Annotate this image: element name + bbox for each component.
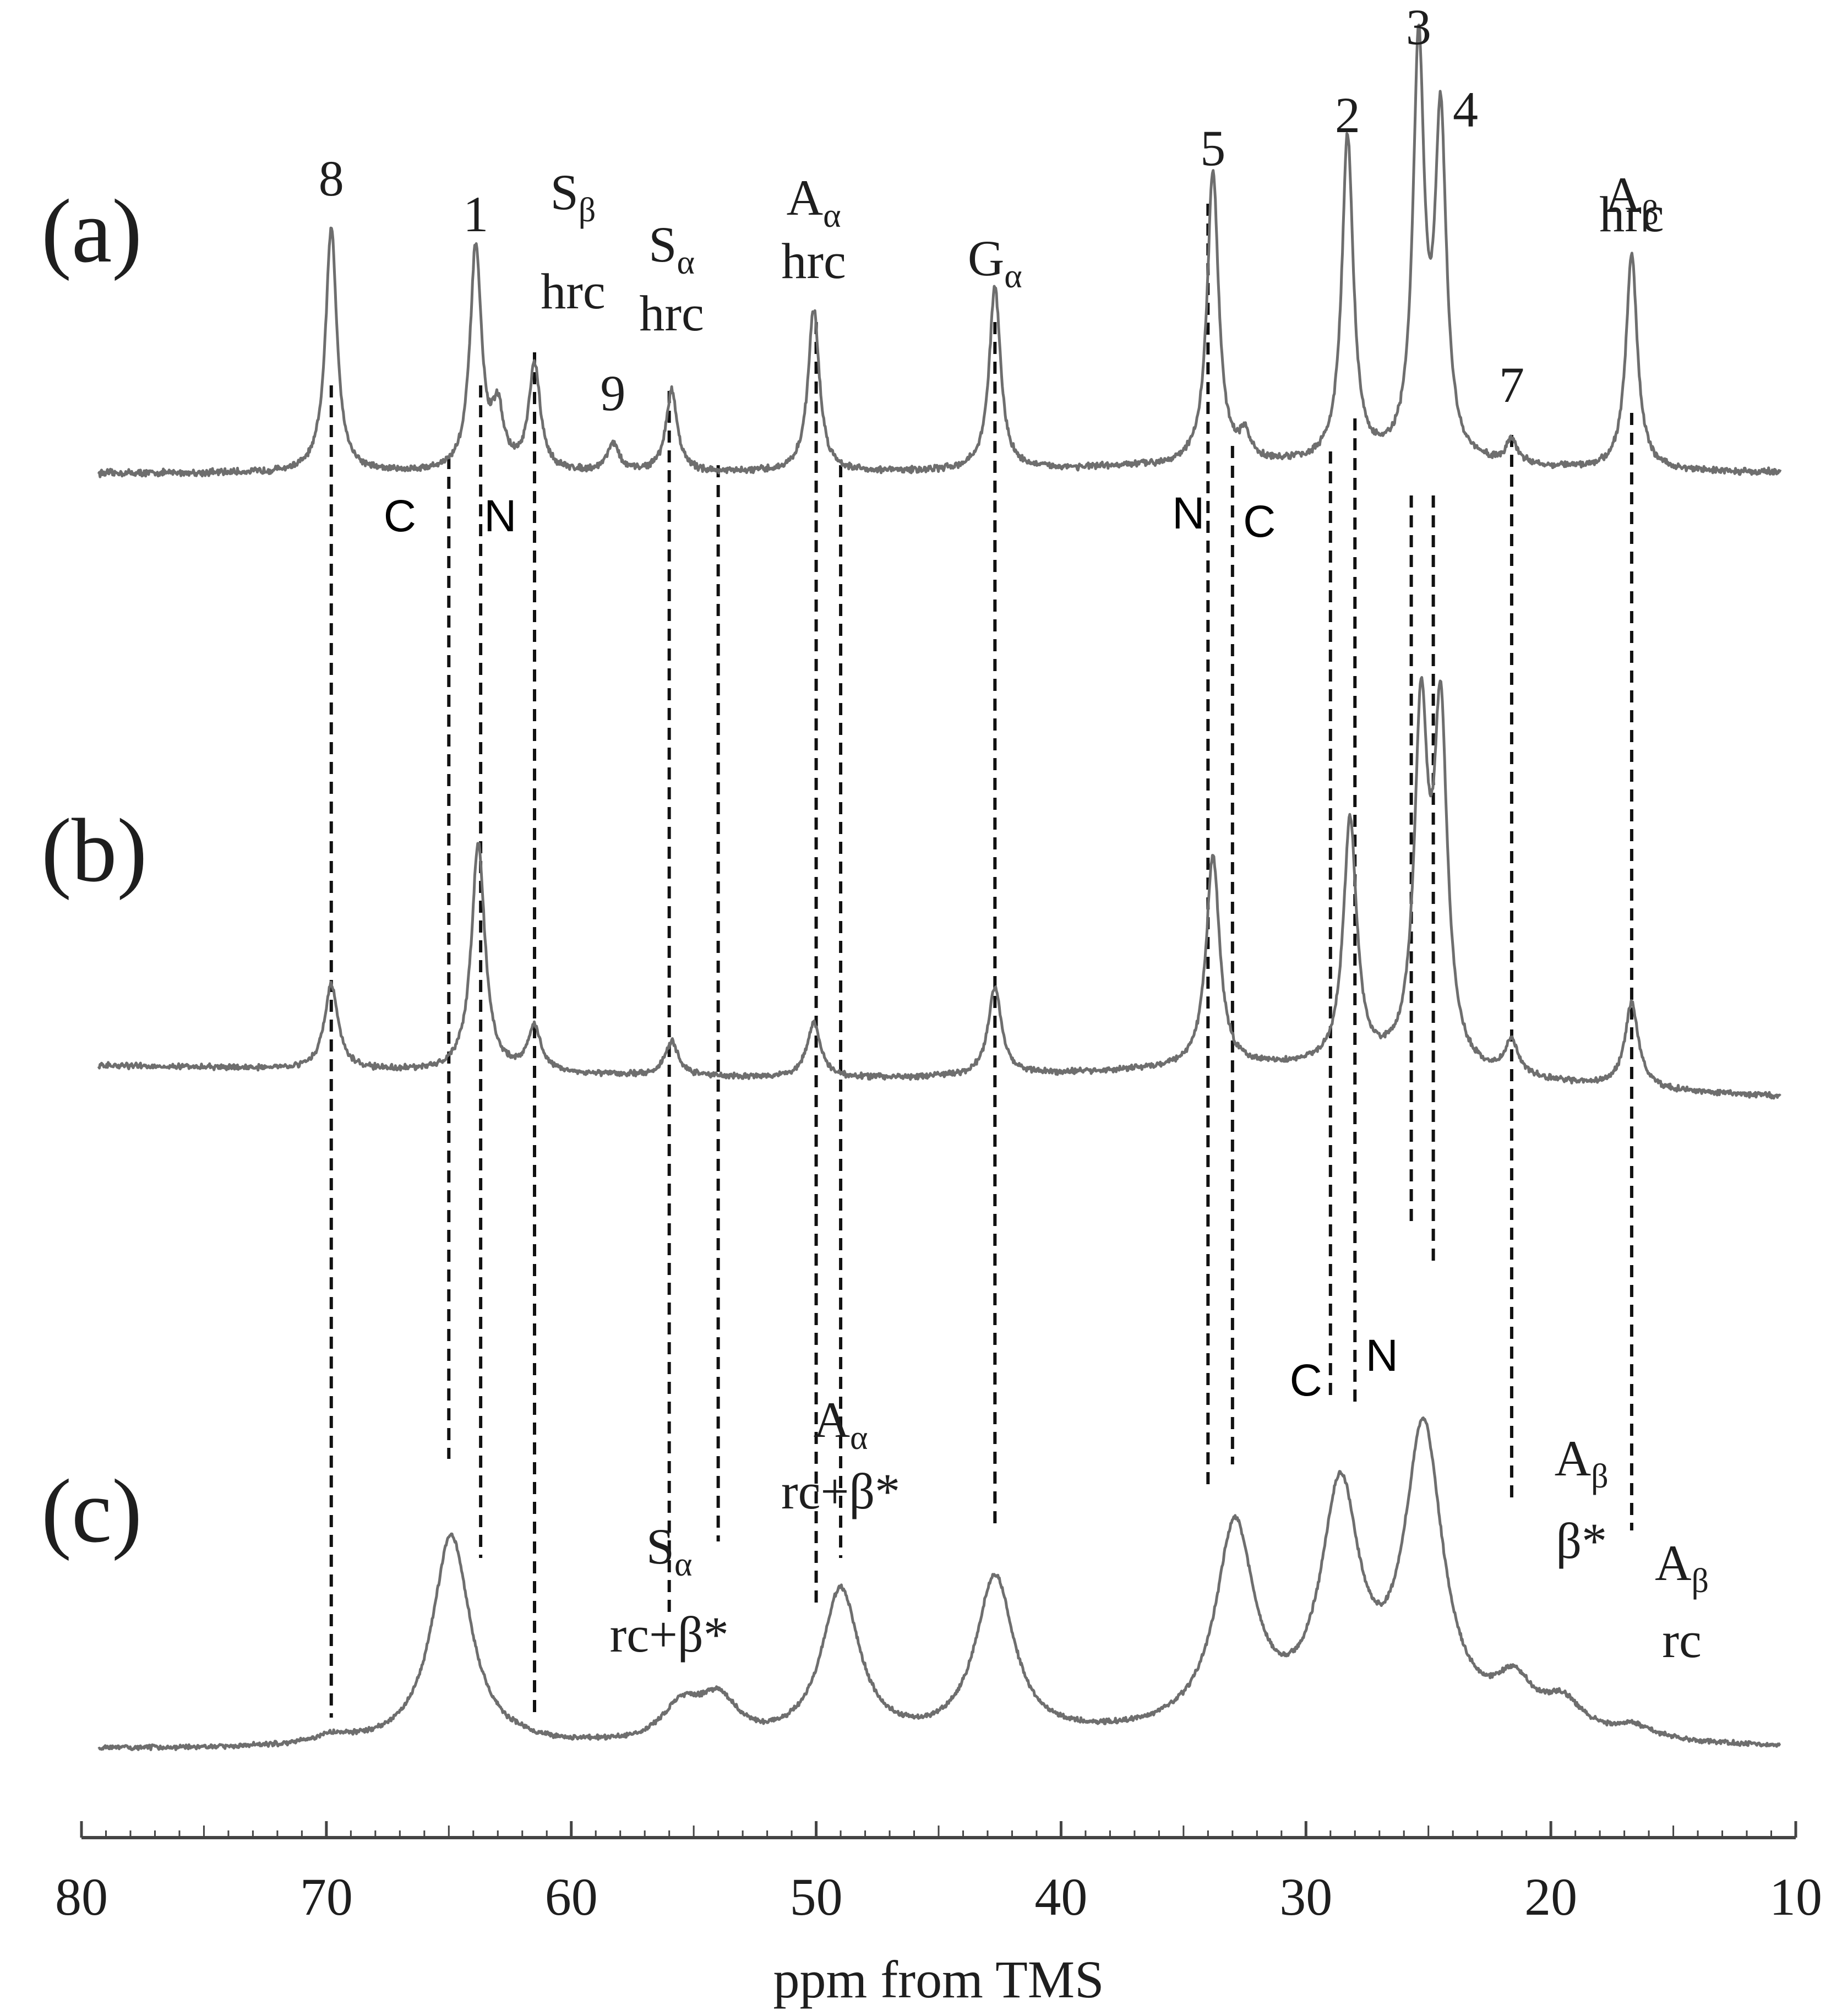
peak-label: Sα (648, 216, 695, 281)
peak-label: 9 (600, 365, 625, 421)
peak-label: hrc (1599, 186, 1664, 242)
panel-label: (a) (41, 181, 142, 281)
spectrum-trace-3 (97, 1416, 1781, 1751)
spectrum-trace-1 (97, 23, 1782, 478)
peak-label: Aβ (1605, 167, 1659, 232)
peak-label: 3 (1406, 0, 1431, 55)
peak-label: 1 (463, 186, 488, 242)
x-tick-label: 20 (1524, 1867, 1577, 1926)
peak-label: rc+β* (781, 1463, 900, 1519)
x-tick-label: 10 (1769, 1867, 1822, 1926)
x-tick-label: 60 (545, 1867, 598, 1926)
peak-label: hrc (781, 233, 846, 289)
peak-label: 2 (1335, 87, 1360, 143)
nc-label: C (1290, 1355, 1322, 1405)
peak-label: rc (1662, 1612, 1701, 1668)
guide-lines (329, 204, 1633, 1718)
peak-label: Aα (814, 1392, 868, 1457)
spectra-traces (97, 23, 1782, 1751)
panel-label: (b) (41, 800, 147, 901)
nc-label: N (1172, 488, 1205, 538)
peak-label: Aβ (1655, 1535, 1709, 1600)
peak-label: hrc (639, 285, 704, 341)
x-tick-label: 50 (790, 1867, 843, 1926)
panel-labels: (a) (b) (c) (41, 181, 147, 1561)
peak-label: rc+β* (610, 1606, 729, 1663)
x-tick-label: 80 (55, 1867, 108, 1926)
peak-label: 8 (319, 150, 344, 206)
peak-label: Sβ (551, 164, 596, 229)
panel-label: (c) (41, 1461, 142, 1561)
nc-label: N (484, 491, 516, 541)
x-tick-label: 40 (1034, 1867, 1087, 1926)
nc-label: C (384, 491, 416, 541)
peak-label: 7 (1499, 357, 1524, 413)
peak-label: β* (1556, 1513, 1607, 1569)
x-tick-label: 70 (300, 1867, 353, 1926)
peak-label: Sα (646, 1518, 693, 1583)
nc-label: C (1243, 497, 1276, 547)
peak-label: 4 (1453, 81, 1478, 138)
peak-label: Aβ (1555, 1430, 1609, 1495)
peak-label: 5 (1200, 120, 1225, 176)
x-axis-title: ppm from TMS (773, 1950, 1104, 2009)
nc-label: N (1366, 1331, 1398, 1381)
x-tick-label: 30 (1279, 1867, 1332, 1926)
spectrum-trace-2 (97, 676, 1781, 1100)
nc-labels: C N N CC N (384, 488, 1398, 1405)
peak-label: Aα (787, 170, 841, 235)
x-axis: 80 70 60 50 40 30 20 10 (55, 1821, 1822, 1926)
peak-label: hrc (541, 263, 605, 319)
peak-label: Gα (968, 230, 1022, 295)
